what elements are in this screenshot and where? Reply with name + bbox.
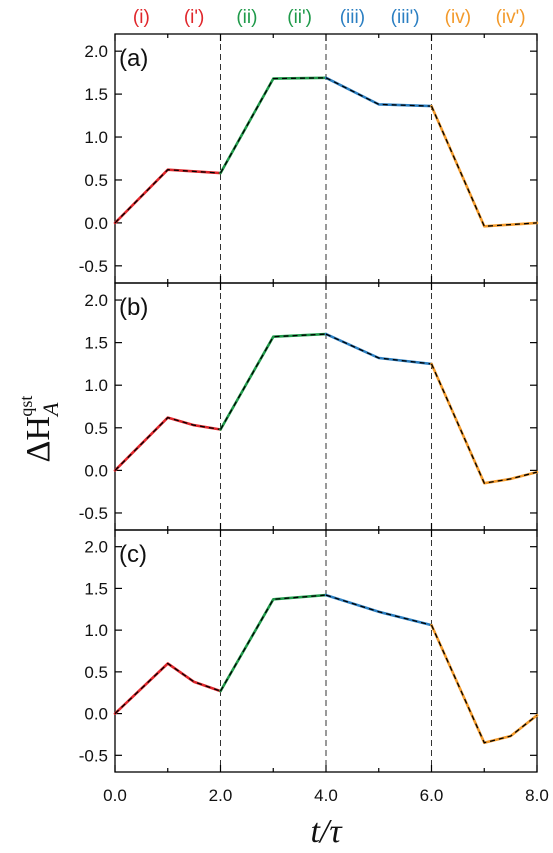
panel-b: -0.5 0.0 0.5 1.0 1.5 2.0 (b)	[79, 282, 539, 531]
y-tick-label: 1.5	[84, 579, 108, 598]
series-line-segment-1	[219, 593, 328, 693]
series-dashed-overlay-0	[114, 169, 221, 224]
y-tick-label: -0.5	[79, 504, 108, 523]
phase-label-6: (iv)	[445, 7, 471, 28]
x-axis-title: t/τ	[310, 813, 343, 850]
series-line-segment-1	[219, 332, 328, 431]
series-dashed-overlay-1	[219, 77, 327, 174]
y-axis-title-main: ΔH	[20, 416, 57, 462]
series-line-segment-3	[430, 362, 539, 485]
series-dashed-overlay-0	[114, 416, 221, 471]
phase-label-2: (ii)	[236, 7, 257, 28]
series-dashed-overlay-2	[325, 77, 432, 107]
panel-label: (a)	[119, 45, 148, 72]
svg-text:ΔHAqst: ΔHAqst	[16, 396, 63, 463]
x-tick-label: 6.0	[420, 786, 444, 805]
y-axis-title: ΔHAqst	[16, 396, 63, 463]
series-dashed-overlay-2	[325, 594, 432, 626]
panel-label: (c)	[119, 541, 147, 568]
y-tick-label: 2.0	[84, 291, 108, 310]
panel-label: (b)	[119, 294, 148, 321]
y-tick-label: -0.5	[79, 257, 108, 276]
series-line-segment-0	[113, 416, 222, 472]
axis-titles: t/τ ΔHAqst	[16, 396, 343, 850]
series-line-segment-3	[430, 623, 539, 745]
y-tick-label: 0.5	[84, 419, 108, 438]
y-tick-label: 1.5	[84, 334, 108, 353]
chart-panels: -0.5 0.0 0.5 1.0 1.5 2.0 (a) -0.5 0.0 0.5 1.0 1.5 2.…	[79, 33, 539, 773]
series-dashed-overlay-1	[219, 594, 327, 692]
phase-label-0: (i)	[133, 7, 150, 28]
x-tick-label: 8.0	[525, 786, 549, 805]
phase-label-3: (ii')	[287, 7, 312, 28]
y-tick-label: -0.5	[79, 746, 108, 765]
y-axis-title-sup: qst	[16, 396, 36, 417]
panel-a: -0.5 0.0 0.5 1.0 1.5 2.0 (a)	[79, 33, 539, 284]
series-line-segment-0	[113, 168, 222, 225]
phase-labels: (i) (i') (ii) (ii') (iii) (iii') (iv) (iv')	[133, 7, 526, 28]
y-tick-label: 0.5	[84, 171, 108, 190]
x-tick-label: 4.0	[314, 786, 338, 805]
series-dashed-overlay-1	[219, 333, 327, 430]
series-dashed-overlay-3	[430, 105, 538, 227]
y-tick-label: 0.5	[84, 663, 108, 682]
x-tick-label: 0.0	[103, 786, 127, 805]
phase-label-5: (iii')	[391, 7, 420, 28]
y-tick-label: 1.0	[84, 376, 108, 395]
y-axis-title-sub: A	[38, 402, 63, 418]
y-tick-label: 2.0	[84, 42, 108, 61]
panel-c: -0.5 0.0 0.5 1.0 1.5 2.0 (c)	[79, 529, 539, 773]
series-dashed-overlay-0	[114, 662, 221, 715]
y-tick-label: 1.0	[84, 621, 108, 640]
y-tick-label: 0.0	[84, 705, 108, 724]
series-line-segment-2	[324, 332, 433, 366]
y-tick-label: 1.5	[84, 85, 108, 104]
series-line-segment-0	[113, 662, 222, 715]
x-tick-label: 2.0	[209, 786, 233, 805]
series-line-segment-3	[430, 104, 539, 228]
series-dashed-overlay-3	[430, 624, 538, 744]
series-line-segment-1	[219, 76, 328, 175]
series-dashed-overlay-2	[325, 333, 432, 365]
phase-label-4: (iii)	[340, 7, 365, 28]
phase-label-7: (iv')	[496, 7, 526, 28]
y-tick-label: 1.0	[84, 128, 108, 147]
y-tick-label: 0.0	[84, 214, 108, 233]
x-tick-labels: 0.0 2.0 4.0 6.0 8.0	[103, 786, 549, 805]
series-dashed-overlay-3	[430, 363, 538, 484]
phase-label-1: (i')	[184, 7, 205, 28]
y-tick-label: 2.0	[84, 538, 108, 557]
y-tick-label: 0.0	[84, 461, 108, 480]
series-line-segment-2	[324, 76, 433, 108]
